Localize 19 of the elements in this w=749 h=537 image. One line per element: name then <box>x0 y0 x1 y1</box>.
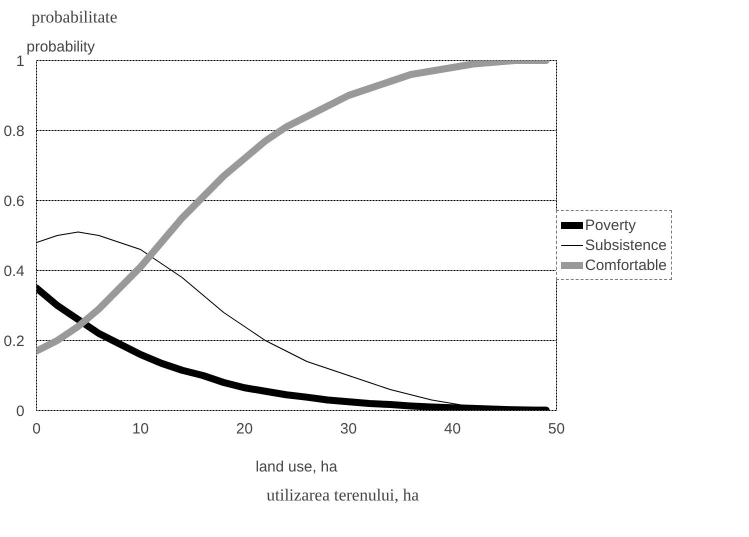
y-axis-title: probability <box>26 38 96 56</box>
y-tick-label: 1 <box>16 53 24 70</box>
legend-label: Subsistence <box>585 236 667 254</box>
y-tick-label: 0.4 <box>4 263 25 280</box>
x-tick-label: 50 <box>548 420 565 438</box>
x-axis-title: land use, ha <box>256 458 338 476</box>
legend-label: Comfortable <box>585 256 667 274</box>
y-tick-label: 0 <box>16 403 24 420</box>
y-tick-label: 0.6 <box>4 193 25 210</box>
x-tick-label: 10 <box>132 420 149 438</box>
legend-label: Poverty <box>585 216 636 234</box>
text: utilizarea terenului, ha <box>266 486 420 504</box>
x-tick-label: 0 <box>32 420 41 438</box>
x-tick-label: 20 <box>236 420 253 438</box>
text: probabilitate <box>32 8 118 26</box>
x-tick-label: 30 <box>340 420 357 438</box>
y-tick-label: 0.8 <box>4 123 25 140</box>
x-tick-label: 40 <box>444 420 461 438</box>
y-tick-label: 0.2 <box>4 333 25 350</box>
